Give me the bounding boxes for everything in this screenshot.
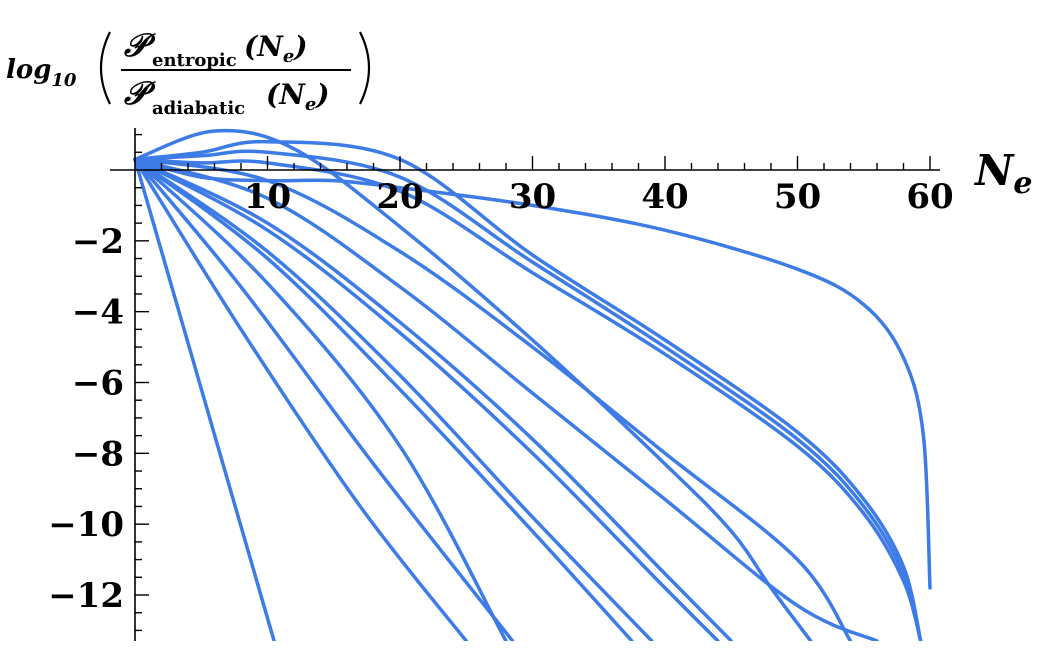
- series-line-4: [133, 157, 508, 642]
- y-axis-label: log10 𝒫 entropic (Ne) 𝒫 adiabatic (Ne): [6, 18, 386, 119]
- series-line-15: [133, 157, 932, 590]
- series-line-6: [133, 157, 654, 642]
- series-line-12: [133, 139, 923, 642]
- y-tick-label: −10: [48, 505, 124, 545]
- numerator-argument: (Ne): [244, 30, 308, 67]
- curves-group: [133, 128, 932, 642]
- x-tick-label: 10: [244, 177, 291, 217]
- denominator-subscript: adiabatic: [152, 98, 245, 118]
- y-tick-label: −2: [72, 222, 124, 262]
- x-tick-label: 60: [906, 177, 953, 217]
- y-tick-label: −4: [72, 293, 124, 333]
- left-paren: [100, 31, 111, 105]
- series-line-14: [133, 157, 923, 642]
- series-line-13: [133, 149, 923, 642]
- x-axis-label: Ne: [973, 146, 1032, 201]
- denominator-argument: (Ne): [266, 78, 330, 115]
- numerator-subscript: entropic: [152, 50, 237, 71]
- x-tick-label: 40: [641, 177, 688, 217]
- series-line-3: [133, 157, 515, 642]
- y-tick-label: −6: [72, 364, 124, 404]
- axes-group: 10 20 30 40 50 60 −2 −4 −6 −8 −10 −12: [48, 128, 954, 642]
- y-tick-label: −12: [48, 576, 124, 616]
- series-line-9: [133, 157, 879, 642]
- y-tick-label: −8: [72, 434, 124, 474]
- series-line-7: [133, 157, 720, 642]
- x-tick-label: 20: [376, 177, 423, 217]
- series-line-5: [133, 157, 634, 642]
- right-paren: [359, 31, 370, 105]
- series-line-8: [133, 157, 734, 642]
- x-tick-label: 30: [509, 177, 556, 217]
- series-line-2: [133, 157, 469, 642]
- x-tick-label: 50: [774, 177, 821, 217]
- y-axis-label-log: log10: [6, 55, 77, 91]
- series-line-11: [133, 128, 813, 642]
- series-line-1: [133, 157, 276, 642]
